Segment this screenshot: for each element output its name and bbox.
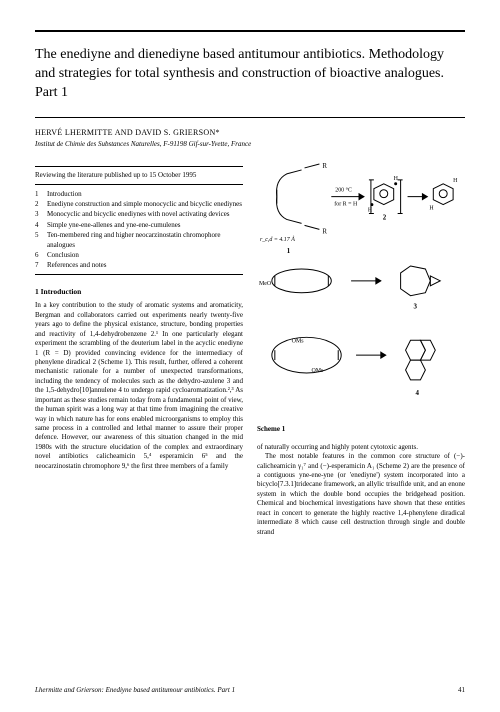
toc-num: 7	[35, 260, 47, 270]
compound-1: 1	[287, 248, 291, 255]
footer-citation: Lhermitte and Grierson: Enediyne based a…	[35, 686, 235, 694]
toc-text: Enediyne construction and simple monocyc…	[47, 199, 242, 209]
scheme-1-figure: R R r_c,d = 4.17 Å 1 200 °C for R = H H	[257, 162, 465, 420]
toc-num: 2	[35, 199, 47, 209]
label-forr: for R = H	[334, 200, 358, 207]
label-h: H	[453, 177, 458, 183]
toc-row: 3Monocyclic and bicyclic enediynes with …	[35, 209, 243, 219]
toc-num: 1	[35, 189, 47, 199]
label-rcd: r_c,d = 4.17 Å	[260, 235, 295, 243]
left-column: Reviewing the literature published up to…	[35, 162, 243, 537]
toc-text: Ten-membered ring and higher neocarzinos…	[47, 230, 243, 250]
toc-row: 2Enediyne construction and simple monocy…	[35, 199, 243, 209]
compound-4: 4	[415, 389, 419, 396]
label-oms: OMs	[311, 368, 324, 374]
label-h: H	[368, 207, 373, 213]
toc-num: 5	[35, 230, 47, 250]
label-oms: OMs	[292, 338, 305, 344]
label-meo: MeO	[259, 280, 272, 286]
toc-row: 5Ten-membered ring and higher neocarzino…	[35, 230, 243, 250]
authors: HERVÉ LHERMITTE AND DAVID S. GRIERSON*	[35, 128, 465, 137]
section-heading: 1 Introduction	[35, 287, 243, 297]
toc-row: 4Simple yne-ene-allenes and yne-ene-cumu…	[35, 220, 243, 230]
right-column: R R r_c,d = 4.17 Å 1 200 °C for R = H H	[257, 162, 465, 537]
toc-text: References and notes	[47, 260, 106, 270]
page-number: 41	[458, 686, 465, 694]
label-h: H	[394, 175, 399, 181]
compound-3: 3	[413, 303, 417, 310]
toc-text: Monocyclic and bicyclic enediynes with n…	[47, 209, 230, 219]
label-r: R	[322, 163, 327, 170]
compound-2: 2	[383, 214, 387, 221]
toc-num: 4	[35, 220, 47, 230]
two-column-layout: Reviewing the literature published up to…	[35, 162, 465, 537]
col2-text: of naturally occurring and highly potent…	[257, 443, 465, 537]
toc-row: 7References and notes	[35, 260, 243, 270]
thin-rule	[35, 274, 243, 275]
page-footer: Lhermitte and Grierson: Enediyne based a…	[35, 686, 465, 694]
review-note: Reviewing the literature published up to…	[35, 171, 243, 180]
col2-p1: of naturally occurring and highly potent…	[257, 443, 465, 452]
col2-p2: The most notable features in the common …	[257, 452, 465, 537]
toc-num: 3	[35, 209, 47, 219]
table-of-contents: 1Introduction 2Enediyne construction and…	[35, 189, 243, 270]
thin-rule	[35, 166, 243, 167]
scheme-svg: R R r_c,d = 4.17 Å 1 200 °C for R = H H	[257, 162, 465, 420]
affiliation: Institut de Chimie des Substances Nature…	[35, 140, 465, 148]
article-title: The enediyne and dienediyne based antitu…	[35, 46, 465, 103]
scheme-label: Scheme 1	[257, 425, 465, 434]
intro-text: In a key contribution to the study of ar…	[35, 301, 243, 471]
toc-row: 6Conclusion	[35, 250, 243, 260]
intro-paragraph: In a key contribution to the study of ar…	[35, 301, 243, 471]
toc-num: 6	[35, 250, 47, 260]
toc-text: Simple yne-ene-allenes and yne-ene-cumul…	[47, 220, 181, 230]
mid-rule	[35, 117, 465, 118]
toc-text: Conclusion	[47, 250, 79, 260]
toc-row: 1Introduction	[35, 189, 243, 199]
label-h: H	[429, 205, 434, 211]
toc-text: Introduction	[47, 189, 82, 199]
label-r: R	[322, 228, 327, 235]
label-temp: 200 °C	[335, 186, 352, 193]
top-rule	[35, 30, 465, 32]
thin-rule	[35, 184, 243, 185]
